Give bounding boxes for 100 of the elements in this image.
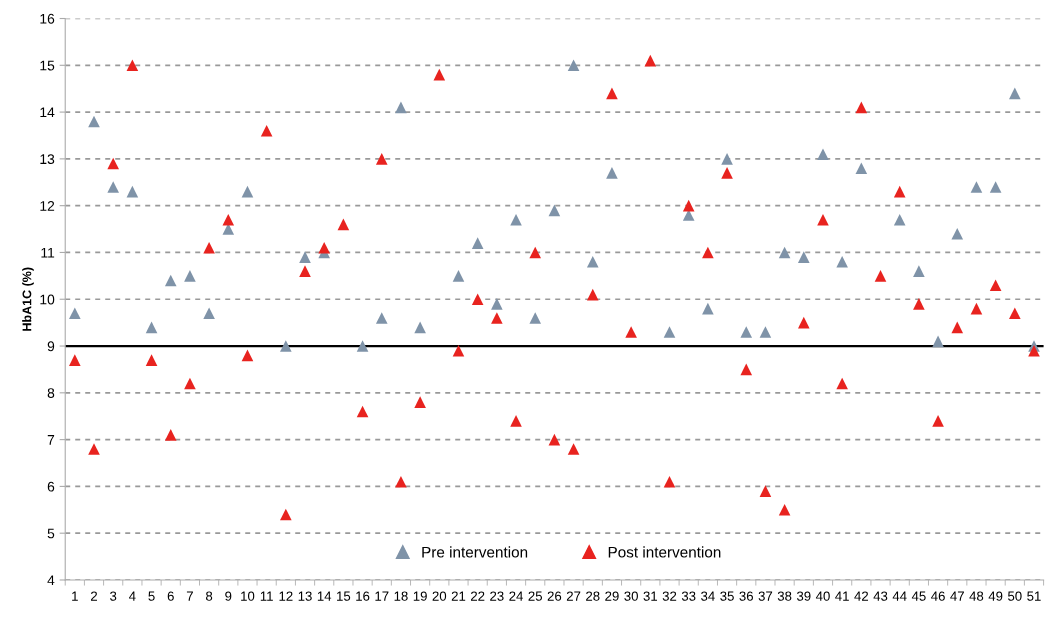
point xyxy=(126,185,139,198)
point xyxy=(893,213,906,226)
point xyxy=(778,246,791,259)
point xyxy=(970,181,983,193)
point xyxy=(625,326,637,338)
x-tick-label: 51 xyxy=(1027,591,1041,601)
point xyxy=(491,298,503,310)
x-tick-label: 19 xyxy=(413,591,427,601)
point xyxy=(337,218,350,231)
point xyxy=(740,363,753,376)
point xyxy=(375,312,388,324)
x-tick-label: 29 xyxy=(605,591,619,601)
legend-label: Pre intervention xyxy=(422,546,528,558)
x-tick-label: 27 xyxy=(566,591,581,601)
x-tick-label: 16 xyxy=(356,591,370,601)
x-tick-label: 25 xyxy=(528,591,543,601)
point xyxy=(797,316,810,329)
point xyxy=(1009,87,1021,100)
x-tick-label: 49 xyxy=(988,591,1003,601)
point xyxy=(164,274,177,287)
point xyxy=(260,124,273,137)
y-tick-label: 6 xyxy=(47,481,55,492)
y-tick-label: 9 xyxy=(47,341,55,352)
x-tick-label: 8 xyxy=(206,591,213,601)
x-tick-label: 1 xyxy=(72,591,78,601)
point xyxy=(241,349,254,362)
point xyxy=(893,185,906,198)
x-tick-label: 9 xyxy=(225,591,232,601)
x-tick-label: 47 xyxy=(950,591,964,601)
point xyxy=(184,270,196,282)
x-tick-label: 21 xyxy=(451,591,466,601)
point xyxy=(932,415,944,427)
point xyxy=(721,153,733,165)
point xyxy=(644,54,657,67)
y-tick-label: 10 xyxy=(40,294,55,305)
point xyxy=(375,153,388,165)
x-tick-label: 40 xyxy=(815,591,830,601)
x-tick-label: 45 xyxy=(911,591,926,601)
point xyxy=(107,157,119,170)
point xyxy=(69,354,81,366)
point xyxy=(874,270,887,282)
x-tick-label: 2 xyxy=(90,591,98,601)
y-tick-label: 8 xyxy=(47,388,55,398)
point xyxy=(145,354,158,366)
point xyxy=(759,485,772,497)
point xyxy=(318,241,331,254)
x-tick-label: 10 xyxy=(241,591,255,601)
x-tick-label: 24 xyxy=(509,591,523,601)
x-tick-label: 28 xyxy=(586,591,600,601)
point xyxy=(548,433,561,446)
x-tick-label: 38 xyxy=(777,591,792,601)
point xyxy=(356,340,369,352)
point xyxy=(989,181,1002,193)
y-tick-label: 14 xyxy=(40,107,55,118)
point xyxy=(529,246,542,259)
point xyxy=(606,167,618,179)
point xyxy=(395,101,407,114)
x-tick-label: 23 xyxy=(490,591,504,601)
x-tick-label: 50 xyxy=(1008,591,1022,601)
point xyxy=(951,227,964,240)
point xyxy=(567,59,580,72)
point xyxy=(203,307,215,320)
x-tick-label: 6 xyxy=(167,591,174,601)
x-tick-label: 39 xyxy=(796,591,811,601)
x-tick-label: 46 xyxy=(931,591,945,601)
point xyxy=(280,508,292,521)
x-tick-label: 15 xyxy=(337,591,351,601)
point xyxy=(356,405,369,418)
y-tick-label: 11 xyxy=(41,247,55,258)
x-tick-label: 41 xyxy=(835,591,849,601)
y-tick-label: 7 xyxy=(47,435,55,445)
point xyxy=(702,246,714,259)
point xyxy=(241,185,254,198)
point xyxy=(414,321,426,334)
x-tick-label: 31 xyxy=(643,591,658,601)
point xyxy=(951,321,964,334)
x-tick-label: 35 xyxy=(720,591,734,601)
point xyxy=(682,199,695,212)
x-tick-label: 20 xyxy=(432,591,447,601)
point xyxy=(280,340,292,352)
y-axis-title: HbA1C (%) xyxy=(22,267,34,331)
x-tick-label: 37 xyxy=(758,591,773,601)
point xyxy=(164,429,177,441)
point xyxy=(395,475,407,488)
point xyxy=(145,321,158,334)
point xyxy=(126,59,139,72)
point xyxy=(452,270,465,282)
y-tick-label: 4 xyxy=(47,575,55,586)
point xyxy=(663,475,676,488)
x-tick-label: 26 xyxy=(547,591,562,601)
x-tick-label: 4 xyxy=(129,591,136,601)
x-tick-label: 5 xyxy=(148,591,155,601)
point xyxy=(471,293,484,306)
point xyxy=(759,326,772,338)
point xyxy=(721,167,733,179)
point xyxy=(491,312,503,324)
point xyxy=(913,265,925,277)
point xyxy=(203,241,215,254)
point xyxy=(107,181,119,193)
point xyxy=(299,265,311,277)
